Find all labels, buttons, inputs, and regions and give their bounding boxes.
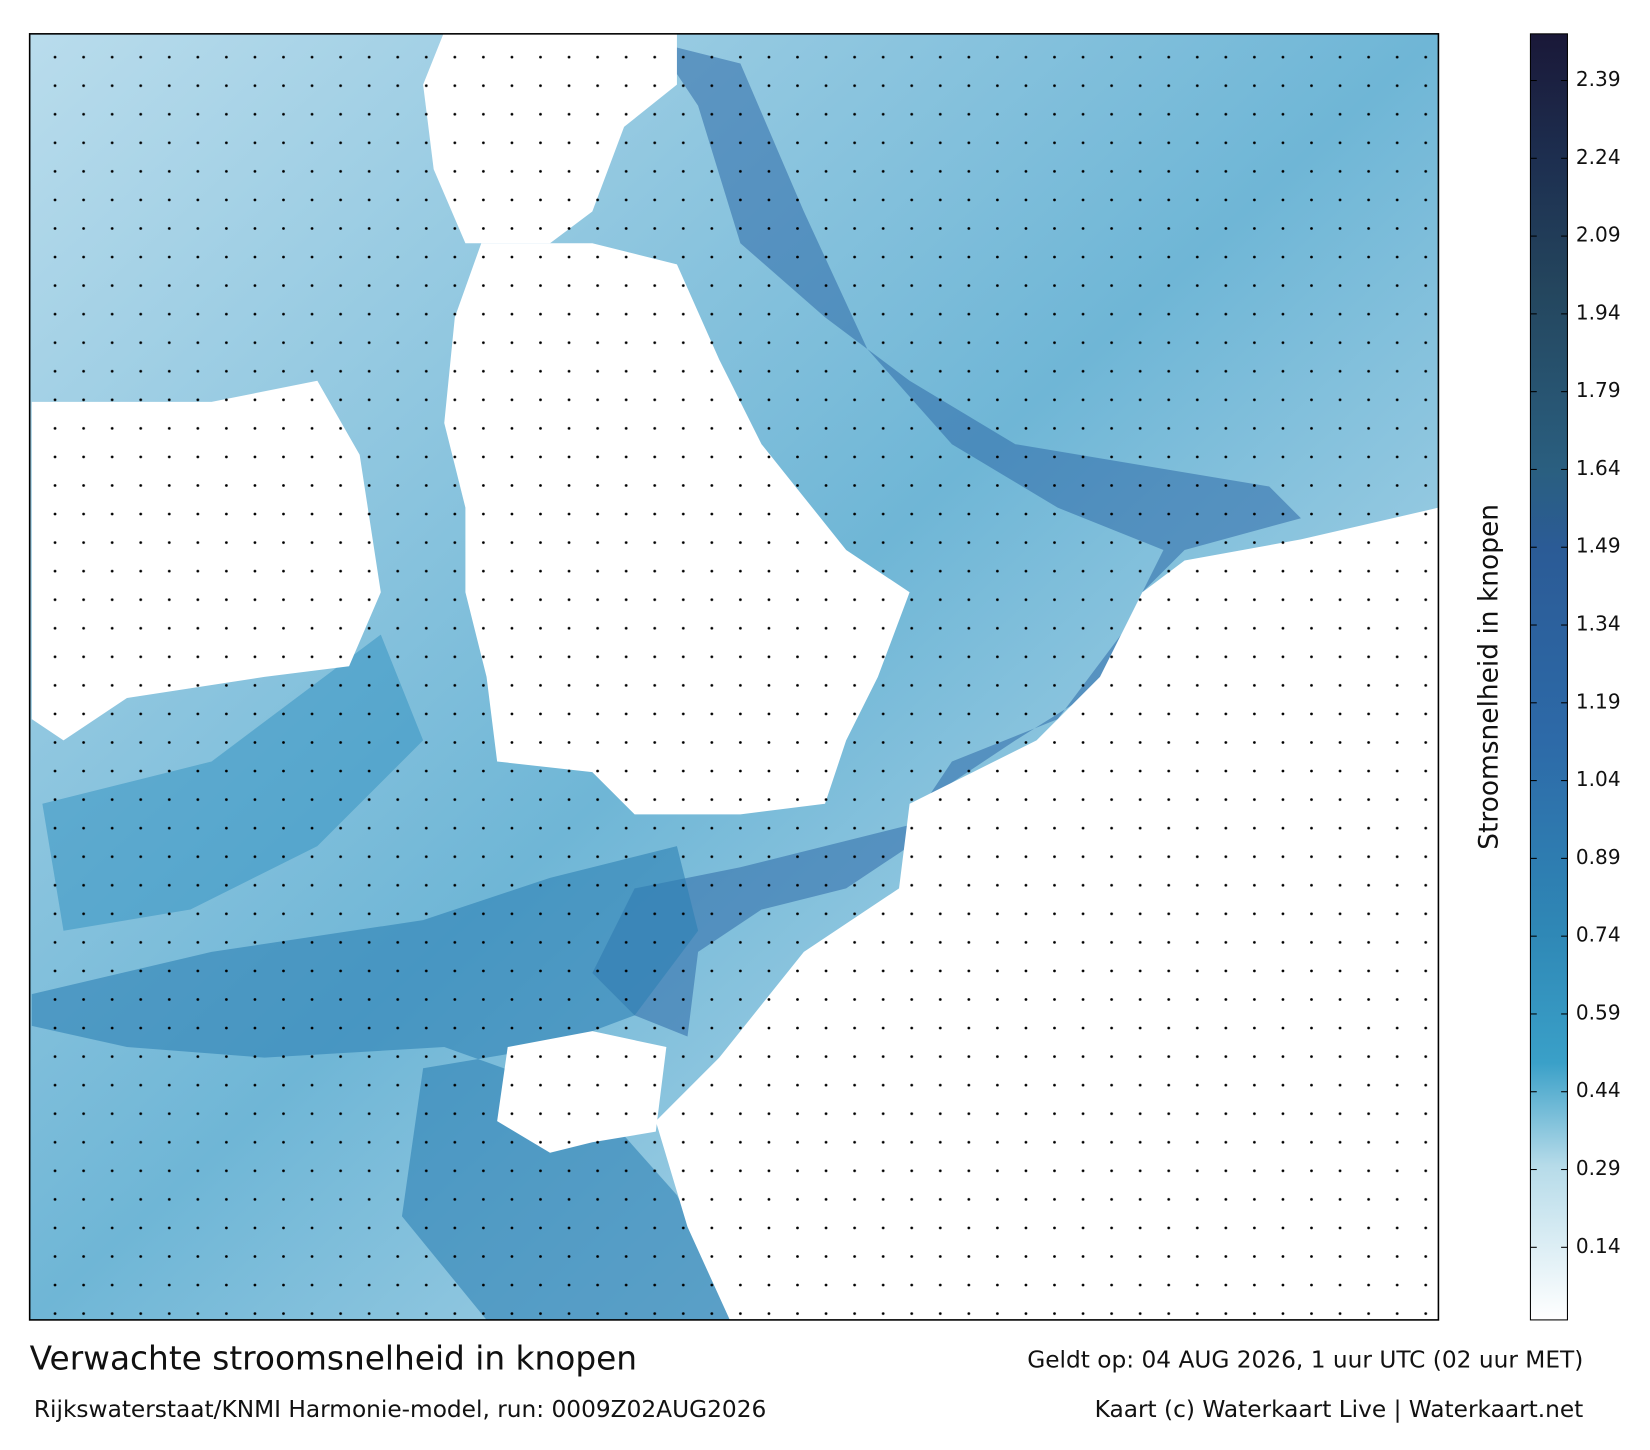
colorbar-tick-label: 1.19 <box>1576 689 1621 713</box>
map-frame <box>28 33 1440 1321</box>
colorbar-tick-label: 0.29 <box>1576 1156 1621 1180</box>
colorbar-tick-label: 0.44 <box>1576 1078 1621 1102</box>
colorbar-ramp <box>1529 33 1568 1321</box>
colorbar-tick-label: 1.34 <box>1576 612 1621 636</box>
colorbar-tick-label: 1.79 <box>1576 378 1621 402</box>
colorbar-tick-label: 2.09 <box>1576 223 1621 247</box>
map-title: Verwachte stroomsnelheid in knopen <box>30 1340 637 1378</box>
colorbar-tick-label: 1.49 <box>1576 534 1621 558</box>
map <box>29 33 1439 1320</box>
valid-time: Geldt op: 04 AUG 2026, 1 uur UTC (02 uur… <box>1027 1347 1583 1374</box>
colorbar <box>1529 33 1568 1321</box>
colorbar-tick-label: 2.39 <box>1576 67 1621 91</box>
vector-grid <box>29 33 1439 1320</box>
map-subtitle: Rijkswaterstaat/KNMI Harmonie-model, run… <box>34 1396 766 1423</box>
colorbar-tick-label: 1.94 <box>1576 300 1621 324</box>
colorbar-tick-label: 1.04 <box>1576 767 1621 791</box>
colorbar-tick-label: 1.64 <box>1576 456 1621 480</box>
colorbar-tick-label: 2.24 <box>1576 145 1621 169</box>
colorbar-tick-label: 0.89 <box>1576 845 1621 869</box>
colorbar-tick-label: 0.74 <box>1576 923 1621 947</box>
colorbar-label: Stroomsnelheid in knopen <box>1474 504 1505 850</box>
colorbar-tick-label: 0.59 <box>1576 1000 1621 1024</box>
credit: Kaart (c) Waterkaart Live | Waterkaart.n… <box>1095 1396 1584 1423</box>
colorbar-tick-label: 0.14 <box>1576 1234 1621 1258</box>
